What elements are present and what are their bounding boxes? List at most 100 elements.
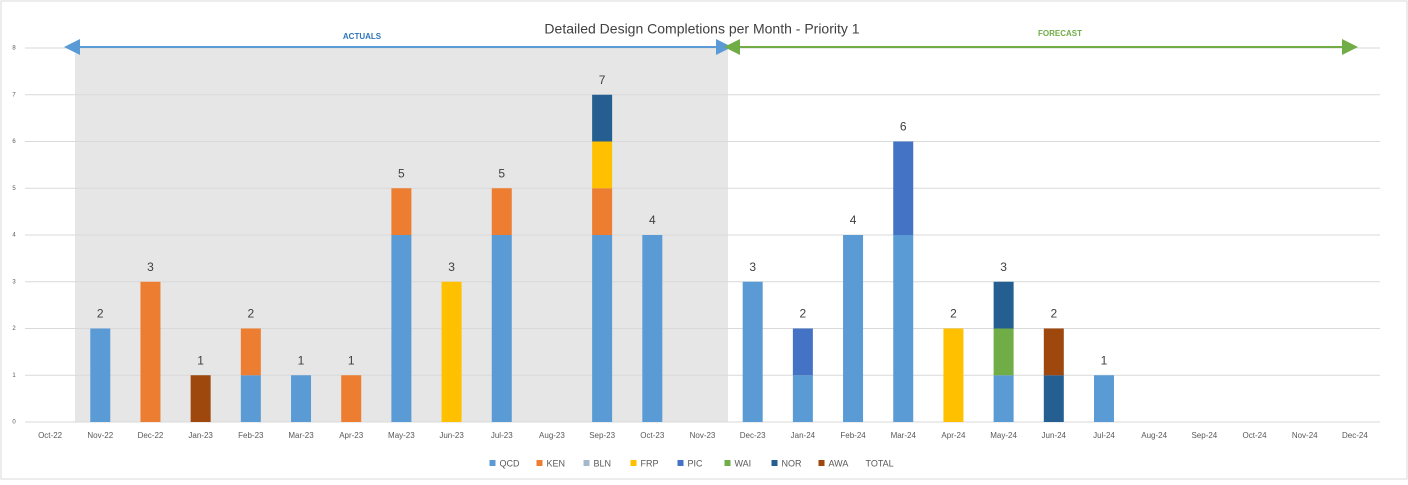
bar-segment — [90, 328, 111, 422]
x-tick-label: Dec-24 — [1342, 431, 1368, 440]
legend-label: PIC — [688, 458, 704, 468]
bar-segment — [893, 141, 914, 235]
bar-segment — [792, 328, 813, 376]
bar-segment — [592, 94, 613, 142]
bar-segment — [441, 281, 462, 422]
total-label: 2 — [800, 307, 807, 321]
legend-label: WAI — [735, 458, 752, 468]
legend-swatch — [677, 460, 684, 466]
total-label: 2 — [950, 307, 957, 321]
legend-swatch — [724, 460, 731, 466]
legend-swatch — [583, 460, 590, 466]
bar-segment — [642, 235, 663, 422]
x-tick-label: Oct-22 — [38, 431, 63, 440]
x-tick-label: Mar-23 — [288, 431, 314, 440]
bar-segment — [792, 375, 813, 422]
x-tick-label: Dec-22 — [138, 431, 164, 440]
bar-segment — [240, 328, 261, 376]
x-tick-label: Jul-23 — [491, 431, 513, 440]
x-tick-label: May-23 — [388, 431, 415, 440]
x-tick-label: Jun-24 — [1042, 431, 1067, 440]
bar-segment — [592, 235, 613, 422]
x-tick-label: Sep-24 — [1191, 431, 1217, 440]
total-label: 2 — [1050, 307, 1057, 321]
bar-segment — [190, 375, 211, 422]
bar-segment — [341, 375, 362, 422]
total-label: 4 — [649, 213, 656, 227]
x-tick-label: Apr-24 — [941, 431, 966, 440]
bar-segment — [1043, 328, 1064, 376]
forecast-label: FORECAST — [1038, 29, 1082, 38]
legend-label: TOTAL — [866, 458, 894, 468]
total-label: 3 — [1000, 260, 1007, 274]
total-label: 6 — [900, 120, 907, 134]
legend-swatch — [818, 460, 825, 466]
chart-title: Detailed Design Completions per Month - … — [544, 21, 859, 37]
bar-segment — [391, 188, 412, 235]
bar-segment — [491, 235, 512, 422]
x-tick-label: Mar-24 — [891, 431, 917, 440]
total-label: 7 — [599, 73, 606, 87]
y-tick-label: 3 — [12, 279, 16, 285]
legend-swatch — [536, 460, 543, 466]
bar-segment — [592, 188, 613, 235]
bar-segment — [993, 375, 1014, 422]
x-tick-label: Nov-24 — [1292, 431, 1318, 440]
x-tick-label: Dec-23 — [740, 431, 766, 440]
bar-segment — [893, 235, 914, 422]
total-label: 3 — [749, 260, 756, 274]
total-label: 5 — [498, 166, 505, 180]
total-label: 3 — [448, 260, 455, 274]
bar-segment — [240, 375, 261, 422]
y-tick-label: 2 — [12, 326, 16, 332]
bar-segment — [993, 328, 1014, 376]
total-label: 5 — [398, 166, 405, 180]
bar-segment — [1043, 375, 1064, 422]
y-tick-label: 0 — [12, 420, 16, 426]
x-tick-label: Apr-23 — [339, 431, 364, 440]
x-tick-label: Sep-23 — [589, 431, 615, 440]
bar-segment — [491, 188, 512, 235]
bar-segment — [993, 281, 1014, 329]
bar-segment — [140, 281, 161, 422]
x-tick-label: Aug-23 — [539, 431, 565, 440]
total-label: 2 — [247, 307, 254, 321]
bar-segment — [1093, 375, 1114, 422]
x-tick-label: Jul-24 — [1093, 431, 1115, 440]
legend-label: FRP — [641, 458, 659, 468]
total-label: 1 — [197, 353, 204, 367]
x-tick-label: Jun-23 — [439, 431, 464, 440]
legend-swatch — [489, 460, 496, 466]
total-label: 1 — [1101, 353, 1108, 367]
legend-label: AWA — [829, 458, 849, 468]
x-tick-label: Aug-24 — [1141, 431, 1167, 440]
x-tick-label: Nov-23 — [690, 431, 716, 440]
x-tick-label: May-24 — [990, 431, 1017, 440]
x-tick-label: Jan-23 — [188, 431, 213, 440]
x-tick-label: Oct-23 — [640, 431, 665, 440]
y-tick-label: 7 — [12, 92, 16, 98]
x-tick-label: Jan-24 — [791, 431, 816, 440]
x-tick-label: Feb-24 — [840, 431, 866, 440]
y-tick-label: 6 — [12, 139, 16, 145]
legend-label: NOR — [782, 458, 803, 468]
legend-label: BLN — [594, 458, 612, 468]
y-tick-label: 4 — [12, 233, 16, 239]
total-label: 3 — [147, 260, 154, 274]
legend-swatch — [630, 460, 637, 466]
y-tick-label: 5 — [12, 186, 16, 192]
bar-segment — [291, 375, 312, 422]
total-label: 1 — [298, 353, 305, 367]
bar-segment — [943, 328, 964, 422]
x-tick-label: Oct-24 — [1243, 431, 1268, 440]
x-tick-label: Nov-22 — [87, 431, 113, 440]
bar-segment — [843, 235, 864, 422]
y-tick-label: 1 — [12, 373, 16, 379]
bar-segment — [391, 235, 412, 422]
total-label: 1 — [348, 353, 355, 367]
legend-swatch — [771, 460, 778, 466]
bar-segment — [592, 141, 613, 189]
y-tick-label: 8 — [12, 46, 16, 52]
x-tick-label: Feb-23 — [238, 431, 264, 440]
